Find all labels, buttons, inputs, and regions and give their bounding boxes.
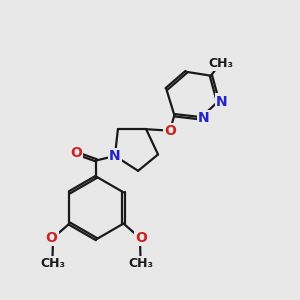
Text: N: N (216, 94, 227, 109)
Text: O: O (164, 124, 176, 138)
Text: CH₃: CH₃ (208, 57, 233, 70)
Text: O: O (135, 231, 147, 245)
Text: O: O (70, 146, 82, 160)
Text: N: N (109, 149, 121, 163)
Text: CH₃: CH₃ (40, 257, 65, 270)
Text: O: O (46, 231, 58, 245)
Text: CH₃: CH₃ (128, 257, 153, 270)
Text: N: N (198, 111, 210, 125)
